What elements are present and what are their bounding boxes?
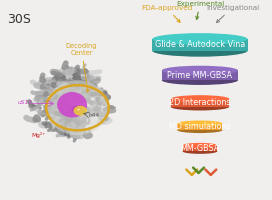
Text: MM-GBSA: MM-GBSA: [180, 144, 220, 153]
Text: Decoding
Center: Decoding Center: [66, 43, 97, 92]
Ellipse shape: [177, 127, 222, 133]
Ellipse shape: [57, 92, 87, 118]
Text: 30S: 30S: [7, 13, 31, 26]
Text: Prime MM-GBSA: Prime MM-GBSA: [168, 71, 232, 80]
Ellipse shape: [171, 95, 229, 103]
Text: 2D Interactions: 2D Interactions: [169, 98, 231, 107]
Ellipse shape: [72, 106, 83, 114]
Text: Glide & Autodock Vina: Glide & Autodock Vina: [155, 40, 245, 49]
Text: h44: h44: [88, 113, 100, 118]
Text: Experimental: Experimental: [176, 1, 224, 19]
Polygon shape: [152, 39, 248, 51]
Polygon shape: [162, 70, 238, 80]
Text: Mg²⁺: Mg²⁺: [31, 132, 45, 138]
Ellipse shape: [152, 33, 248, 45]
Text: uS12: uS12: [18, 100, 33, 105]
Ellipse shape: [77, 109, 80, 110]
Ellipse shape: [177, 120, 222, 126]
Ellipse shape: [152, 45, 248, 57]
Polygon shape: [183, 145, 217, 151]
Text: FDA-approved: FDA-approved: [141, 5, 192, 22]
Ellipse shape: [171, 103, 229, 110]
Ellipse shape: [46, 80, 109, 135]
Polygon shape: [177, 123, 222, 130]
Ellipse shape: [73, 106, 87, 116]
Polygon shape: [171, 99, 229, 107]
Ellipse shape: [183, 149, 217, 154]
Ellipse shape: [162, 66, 238, 75]
Ellipse shape: [183, 143, 217, 148]
Text: Investigational: Investigational: [206, 5, 259, 23]
Text: MD simulations: MD simulations: [169, 122, 231, 131]
Ellipse shape: [162, 76, 238, 85]
